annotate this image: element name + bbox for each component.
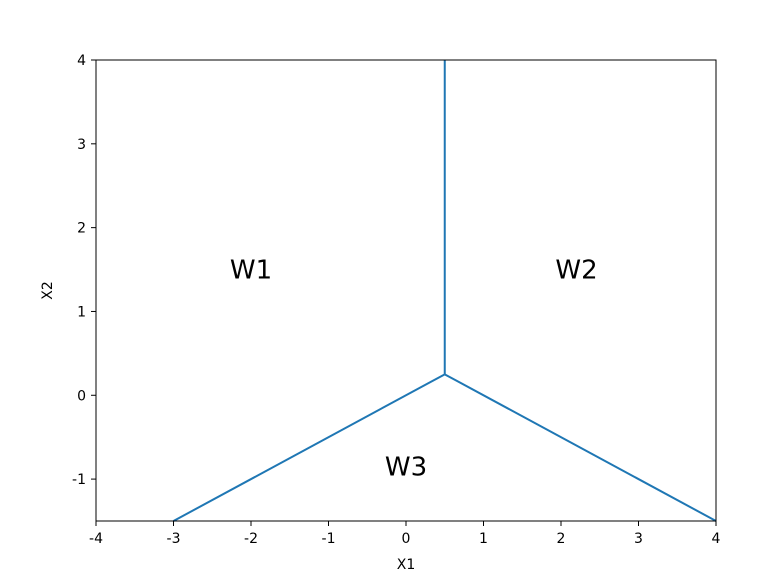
- x-tick-label: 0: [402, 531, 411, 547]
- x-axis-title: X1: [397, 557, 416, 573]
- y-tick-label: 1: [77, 304, 86, 320]
- x-tick-label: 3: [634, 531, 643, 547]
- x-tick-label: -4: [89, 531, 103, 547]
- x-tick-label: 1: [479, 531, 488, 547]
- boundary-line-2: [173, 373, 446, 522]
- region-label-w2: W2: [555, 256, 597, 286]
- y-tick-label: 2: [77, 221, 86, 237]
- y-tick-label: -1: [72, 472, 86, 488]
- x-tick-label: -3: [167, 531, 181, 547]
- y-tick-label: 3: [77, 137, 86, 153]
- boundary-line-3: [444, 373, 717, 522]
- y-tick-label: 4: [77, 53, 86, 69]
- x-tick-label: 2: [557, 531, 566, 547]
- y-axis-title: X2: [40, 281, 56, 300]
- x-tick-label: -2: [244, 531, 258, 547]
- boundary-lines: [173, 60, 717, 522]
- axis-ticks: -4 -3 -2 -1 0 1 2 3 4 -1 0 1 2 3 4: [72, 53, 721, 547]
- region-label-w1: W1: [230, 256, 272, 286]
- annotation-labels: W1 W2 W3: [230, 256, 598, 483]
- x-tick-label: -1: [322, 531, 336, 547]
- region-label-w3: W3: [385, 453, 427, 483]
- y-tick-label: 0: [77, 388, 86, 404]
- x-tick-label: 4: [712, 531, 721, 547]
